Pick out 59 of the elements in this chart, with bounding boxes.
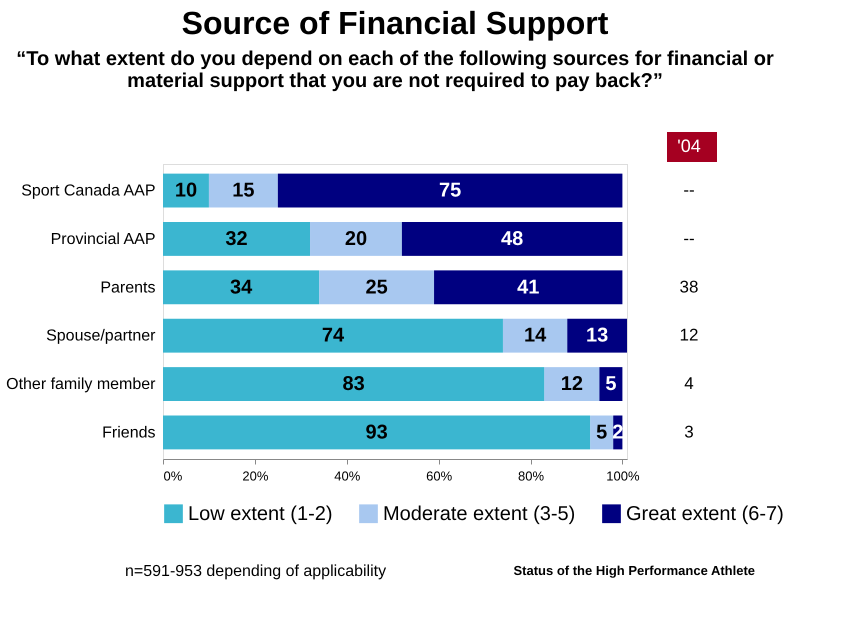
data-label: 20 xyxy=(344,228,368,250)
text: 12 xyxy=(680,326,698,345)
legend-label: Great extent (6-7) xyxy=(626,502,784,525)
bar xyxy=(310,222,402,256)
data-label: 5 xyxy=(605,373,616,396)
y-tick-label: Friends xyxy=(102,424,156,442)
bar xyxy=(434,270,622,304)
bar xyxy=(319,270,434,304)
bar xyxy=(402,222,622,256)
data-label: 5 xyxy=(596,421,608,444)
text: Status of the High Performance Athlete xyxy=(514,563,755,578)
y-tick-label: Parents xyxy=(100,279,156,296)
data-label: 48 xyxy=(501,228,524,250)
bar xyxy=(163,367,544,401)
data-label: 25 xyxy=(366,276,388,298)
bar xyxy=(502,318,568,353)
data-label: 15 xyxy=(232,180,255,202)
data-label: 2 xyxy=(612,421,624,444)
x-tick-label: 0% xyxy=(164,468,183,484)
legend-label: Low extent (1-2) xyxy=(188,502,333,525)
y-tick-label: Provincial AAP xyxy=(50,230,156,248)
bar xyxy=(208,174,278,208)
data-label: 75 xyxy=(439,180,462,202)
data-label: 34 xyxy=(230,276,254,298)
text: -- xyxy=(683,180,695,200)
text: '04 xyxy=(677,136,701,156)
chart-title: Source of Financial Support xyxy=(182,5,609,41)
data-label: 41 xyxy=(517,276,540,298)
text: 3 xyxy=(684,422,694,442)
data-label: 10 xyxy=(174,180,198,202)
data-label: 14 xyxy=(524,324,548,347)
text: 38 xyxy=(680,277,698,296)
chart-subtitle: “To what extent do you depend on each of the following sources for financial or material support that you are not required to pay back?” xyxy=(16,48,774,92)
data-label: 12 xyxy=(560,373,583,396)
x-tick-label: 60% xyxy=(426,468,453,484)
x-tick-label: 40% xyxy=(334,468,361,484)
bar xyxy=(163,174,209,208)
data-label: 32 xyxy=(225,228,248,250)
bar xyxy=(163,222,310,256)
text: n=591-953 depending of applicability xyxy=(125,563,386,580)
legend-label: Moderate extent (3-5) xyxy=(383,502,576,525)
bar xyxy=(163,318,503,353)
bar xyxy=(544,367,600,401)
data-label: 93 xyxy=(366,421,388,444)
data-label: 83 xyxy=(342,373,365,396)
x-tick-label: 80% xyxy=(518,468,544,484)
y-tick-label: Spouse/partner xyxy=(46,328,156,345)
y-tick-label: Other family member xyxy=(6,376,156,394)
data-label: 74 xyxy=(322,324,345,347)
data-label: 13 xyxy=(586,324,608,347)
text: 4 xyxy=(684,374,694,394)
text: -- xyxy=(683,228,695,248)
x-tick-label: 20% xyxy=(242,468,269,484)
bar xyxy=(278,174,622,208)
bar xyxy=(163,415,590,450)
y-tick-label: Sport Canada AAP xyxy=(21,182,156,200)
bar xyxy=(567,318,627,353)
x-tick-label: 100% xyxy=(606,468,640,484)
bar xyxy=(163,270,320,304)
